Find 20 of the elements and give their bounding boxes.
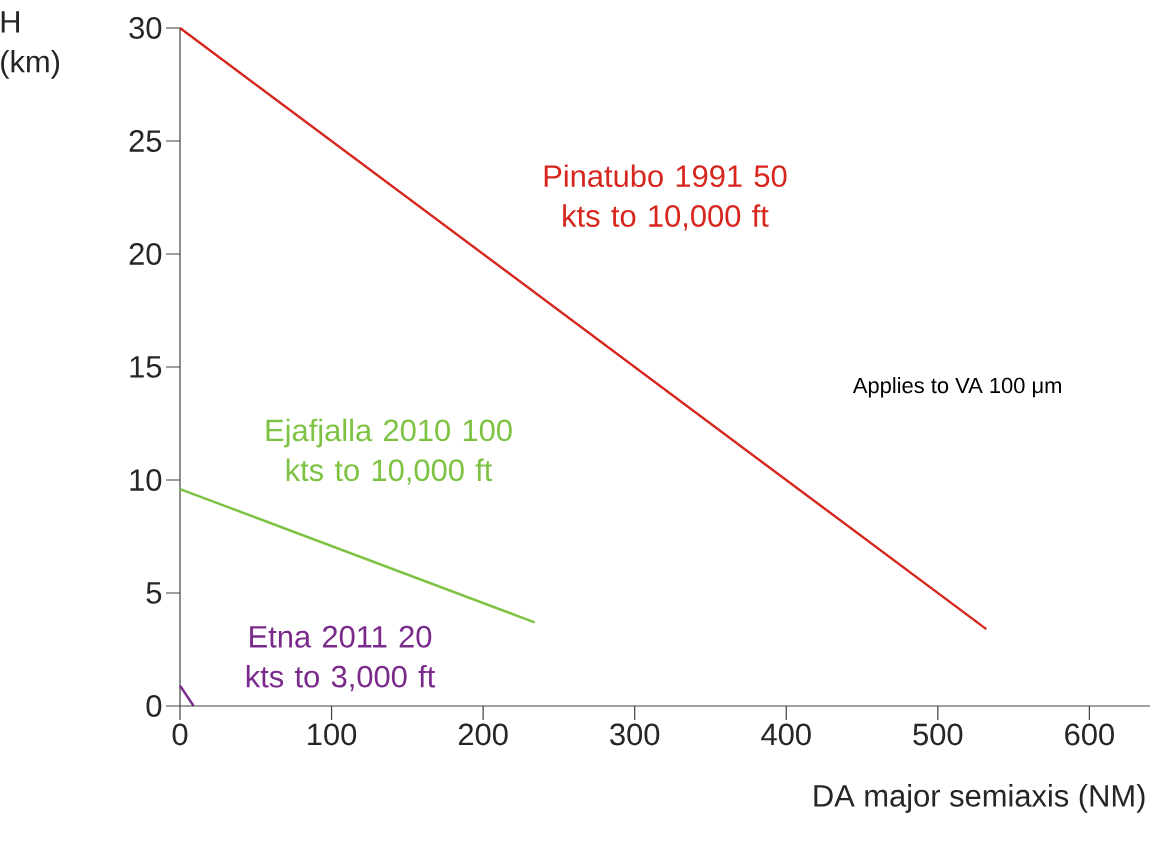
x-tick-label: 100 (308, 723, 357, 746)
y-tick-label: 15 (130, 356, 162, 378)
annotation: Applies to VA 100 μm (852, 377, 1061, 398)
x-tick-label: 600 (1065, 723, 1114, 746)
y-tick-label: 25 (129, 130, 162, 152)
x-tick-label: 300 (610, 723, 660, 746)
y-axis-title: H (km) (1, 11, 60, 79)
series-label: Ejafjalla 2010 100 kts to 10,000 ft (266, 418, 512, 485)
x-tick-label: 200 (458, 723, 508, 746)
series-label: Pinatubo 1991 50 kts to 10,000 ft (544, 164, 787, 231)
x-tick-label: 500 (913, 723, 963, 746)
y-tick-label: 30 (129, 17, 162, 39)
series-label: Etna 2011 20 kts to 3,000 ft (246, 625, 436, 692)
x-tick-label: 400 (761, 723, 811, 746)
x-tick-label: 0 (172, 723, 188, 746)
y-tick-label: 0 (146, 695, 162, 717)
y-tick-label: 20 (129, 243, 162, 265)
y-tick-label: 10 (130, 469, 162, 491)
x-axis-title: DA major semiaxis (NM) (814, 784, 1145, 813)
y-tick-label: 5 (146, 582, 162, 604)
